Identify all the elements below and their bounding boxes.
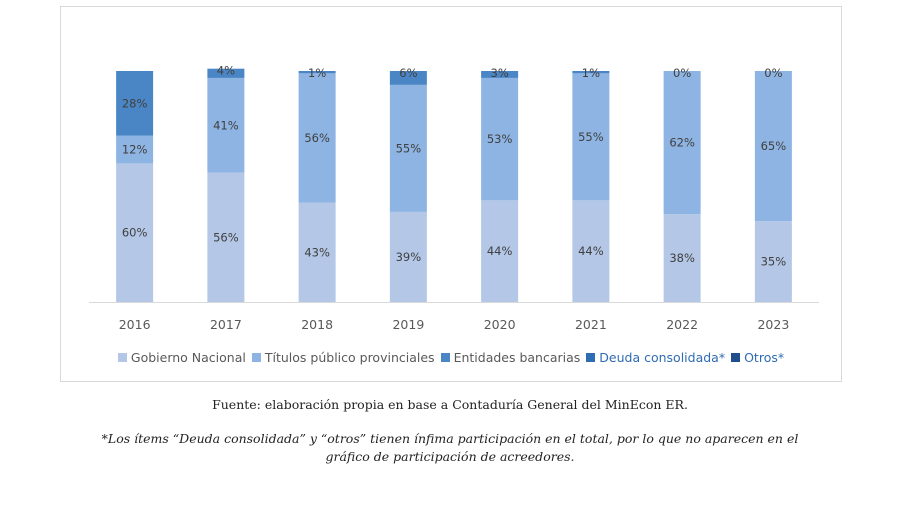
x-tick-label: 2021 — [575, 317, 607, 332]
chart-frame: 60% 12% 28% 2016 56% 41% 4% 2017 43% 56% 1% 2018 39%… — [60, 6, 842, 382]
bar-segment — [481, 71, 519, 78]
data-label: 0% — [764, 66, 782, 80]
data-label: 44% — [487, 244, 513, 258]
legend-item-gobierno-nacional: Gobierno Nacional — [117, 350, 246, 365]
legend-label: Títulos público provinciales — [264, 350, 435, 365]
legend-swatch — [117, 353, 127, 362]
bar-segment — [389, 211, 427, 302]
data-label: 28% — [122, 96, 148, 110]
bar-segment — [207, 172, 245, 302]
legend-label: Gobierno Nacional — [130, 350, 246, 365]
bar-segment — [572, 200, 610, 302]
legend-swatch — [251, 353, 261, 362]
stacked-bar-chart: 60% 12% 28% 2016 56% 41% 4% 2017 43% 56% 1% 2018 39%… — [89, 64, 819, 332]
bar-segment — [572, 73, 610, 201]
data-label: 55% — [396, 141, 422, 155]
bar-segment — [298, 202, 336, 302]
bar-segment — [572, 71, 610, 74]
legend: Gobierno Nacional Títulos público provin… — [61, 350, 841, 365]
data-label: 56% — [304, 131, 330, 145]
legend-label: Entidades bancarias — [453, 350, 581, 365]
data-label: 4% — [217, 64, 235, 78]
data-label: 44% — [578, 244, 604, 258]
data-label: 53% — [487, 132, 513, 146]
bar-segment — [116, 135, 154, 164]
bar-segment — [754, 221, 792, 302]
bar-segment — [116, 71, 154, 136]
data-label: 6% — [399, 66, 417, 80]
bar-segment — [389, 84, 427, 212]
legend-label: Otros* — [744, 350, 785, 365]
data-label: 55% — [578, 130, 604, 144]
legend-swatch — [440, 353, 450, 362]
data-label: 1% — [582, 66, 600, 80]
bar-segment — [663, 71, 701, 215]
x-tick-label: 2022 — [666, 317, 698, 332]
x-tick-label: 2016 — [119, 317, 151, 332]
x-tick-label: 2020 — [484, 317, 516, 332]
data-label: 56% — [213, 230, 239, 244]
bar-segment — [389, 71, 427, 85]
x-tick-label: 2018 — [301, 317, 333, 332]
legend-item-titulos-provinciales: Títulos público provinciales — [251, 350, 435, 365]
x-tick-label: 2017 — [210, 317, 242, 332]
data-label: 39% — [396, 250, 422, 264]
bar-segment — [481, 200, 519, 302]
bar-segment — [481, 77, 519, 201]
bar-segment — [298, 71, 336, 74]
data-label: 62% — [669, 136, 695, 150]
data-label: 35% — [761, 255, 787, 269]
legend-item-otros: Otros* — [731, 350, 784, 365]
data-label: 60% — [122, 226, 148, 240]
legend-item-entidades-bancarias: Entidades bancarias — [440, 350, 581, 365]
data-label: 43% — [304, 245, 330, 259]
legend-item-deuda-consolidada: Deuda consolidada* — [586, 350, 725, 365]
data-label: 65% — [761, 139, 787, 153]
bar-segment — [207, 77, 245, 173]
legend-swatch — [731, 353, 741, 362]
source-note: Fuente: elaboración propia en base a Con… — [212, 397, 688, 412]
bar-segment — [116, 163, 154, 302]
bar-segment — [754, 71, 792, 222]
bar-segment — [663, 214, 701, 302]
footnote: *Los ítems “Deuda consolidada” y “otros”… — [101, 431, 799, 464]
x-tick-label: 2019 — [392, 317, 424, 332]
data-label: 38% — [669, 251, 695, 265]
x-tick-label: 2023 — [757, 317, 789, 332]
data-label: 0% — [673, 66, 691, 80]
bar-segment — [207, 68, 245, 78]
bar-segment — [298, 73, 336, 203]
data-label: 3% — [491, 66, 509, 80]
legend-swatch — [586, 353, 596, 362]
legend-label: Deuda consolidada* — [599, 350, 726, 365]
data-label: 1% — [308, 66, 326, 80]
data-label: 12% — [122, 143, 148, 157]
data-label: 41% — [213, 118, 239, 132]
